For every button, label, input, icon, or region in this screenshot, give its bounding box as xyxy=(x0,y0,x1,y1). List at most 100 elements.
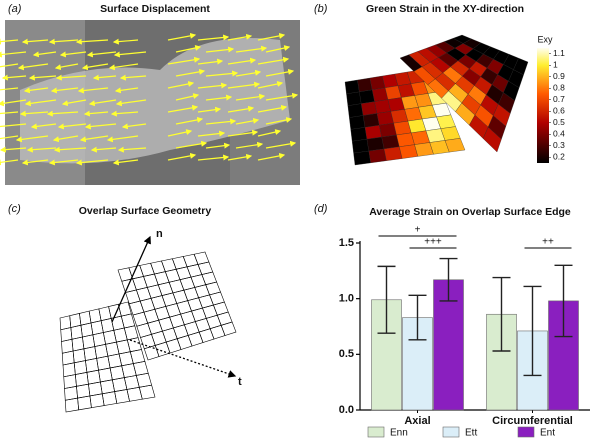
strain-cell xyxy=(366,136,385,152)
displacement-arrow xyxy=(235,93,266,101)
colorbar-tick-label: 0.7 xyxy=(553,94,565,104)
colorbar-tick-label: 1.1 xyxy=(553,48,565,58)
photo xyxy=(0,20,300,185)
annotation: t xyxy=(238,376,242,388)
displacement-arrow xyxy=(114,87,139,94)
colorbar-tick-label: 0.2 xyxy=(553,152,565,162)
displacement-arrow xyxy=(113,51,147,58)
displacement-arrow xyxy=(88,99,117,107)
displacement-arrow xyxy=(57,123,87,130)
displacement-arrow xyxy=(0,38,19,45)
legend-swatch xyxy=(517,426,535,438)
displacement-arrow xyxy=(175,93,200,101)
displacement-arrow xyxy=(265,68,295,77)
mesh-cell xyxy=(136,322,152,338)
displacement-arrow xyxy=(110,110,139,117)
panel-label: (d) xyxy=(314,203,328,215)
strain-cell xyxy=(379,123,397,138)
displacement-arrow xyxy=(0,99,27,107)
mesh-cell xyxy=(183,321,200,336)
mesh-cell xyxy=(118,351,134,367)
colorbar xyxy=(537,48,549,163)
mesh-cell xyxy=(162,327,178,343)
mesh-cell xyxy=(143,308,160,324)
displacement-arrow xyxy=(1,74,27,81)
colorbar-tick-label: 0.9 xyxy=(553,71,565,81)
displacement-arrow xyxy=(50,87,79,94)
y-tick-label: 1.5 xyxy=(339,237,354,249)
strain-cell xyxy=(381,134,400,150)
displacement-arrow xyxy=(197,34,230,41)
displacement-arrow xyxy=(265,116,293,125)
error-bar xyxy=(554,264,573,338)
displacement-arrow xyxy=(32,51,57,58)
y-tick-label: 1.0 xyxy=(339,293,354,305)
strain-cell xyxy=(513,57,529,76)
error-bar xyxy=(408,294,427,341)
mesh-cell xyxy=(202,304,218,319)
significance-label: +++ xyxy=(424,237,442,248)
mesh-cell xyxy=(165,303,181,318)
error-bar xyxy=(523,285,542,377)
displacement-arrow xyxy=(227,153,253,161)
panel-title: Green Strain in the XY-direction xyxy=(366,3,524,15)
displacement-arrow xyxy=(167,56,201,65)
error-bar xyxy=(377,265,396,334)
mesh-cell xyxy=(183,287,200,301)
significance-label: + xyxy=(415,225,421,236)
panel-label: (b) xyxy=(314,3,328,15)
displacement-arrow xyxy=(205,94,233,101)
chart-title: Average Strain on Overlap Surface Edge xyxy=(369,206,571,218)
strain-cell xyxy=(359,89,375,104)
colorbar-tick-label: 1 xyxy=(553,60,558,70)
panel-title: Surface Displacement xyxy=(100,3,210,15)
displacement-arrow xyxy=(197,82,228,89)
displacement-arrow xyxy=(0,111,19,115)
y-tick-label: 0.0 xyxy=(339,404,354,416)
displacement-arrow xyxy=(205,142,231,149)
strain-cell xyxy=(350,127,368,142)
strain-cell xyxy=(364,125,382,140)
strain-cell xyxy=(361,101,378,116)
mesh-cell xyxy=(126,337,142,353)
displacement-arrow xyxy=(227,129,259,137)
colorbar-tick-label: 0.6 xyxy=(553,106,565,116)
strain-cell xyxy=(376,111,394,126)
displacement-arrow xyxy=(197,130,226,137)
legend-swatch xyxy=(442,426,460,438)
mesh-cell xyxy=(180,310,196,326)
significance-label: ++ xyxy=(542,237,554,248)
displacement-arrow xyxy=(83,110,109,117)
displacement-arrow xyxy=(257,32,286,41)
mesh-cell xyxy=(198,328,215,343)
displacement-arrow xyxy=(119,74,147,81)
mesh-cell xyxy=(77,395,92,411)
strain-cell xyxy=(353,150,371,166)
displacement-arrow xyxy=(19,110,49,117)
displacement-arrow xyxy=(0,135,19,140)
displacement-arrow xyxy=(0,51,27,58)
mesh-cell xyxy=(132,361,149,376)
mesh-cell xyxy=(194,318,211,333)
displacement-arrow xyxy=(117,146,147,153)
strain-cell xyxy=(344,79,360,95)
displacement-arrow xyxy=(28,74,57,81)
mesh-cell xyxy=(176,335,193,350)
displacement-arrow xyxy=(52,135,79,143)
displacement-arrow xyxy=(167,152,197,161)
displacement-arrow xyxy=(90,146,117,153)
displacement-arrow xyxy=(205,118,237,125)
normal-arrow xyxy=(111,235,151,323)
mesh-cell xyxy=(194,284,210,299)
displacement-arrow xyxy=(46,110,79,117)
colorbar-tick-label: 0.3 xyxy=(553,140,565,150)
displacement-arrow xyxy=(48,38,79,45)
displacement-arrow xyxy=(227,105,255,113)
displacement-arrow xyxy=(75,38,109,45)
colorbar-tick-label: 0.8 xyxy=(553,83,565,93)
error-bar xyxy=(439,257,458,302)
mesh-cell xyxy=(176,300,192,315)
displacement-arrow xyxy=(17,63,49,71)
displacement-arrow xyxy=(175,116,204,125)
